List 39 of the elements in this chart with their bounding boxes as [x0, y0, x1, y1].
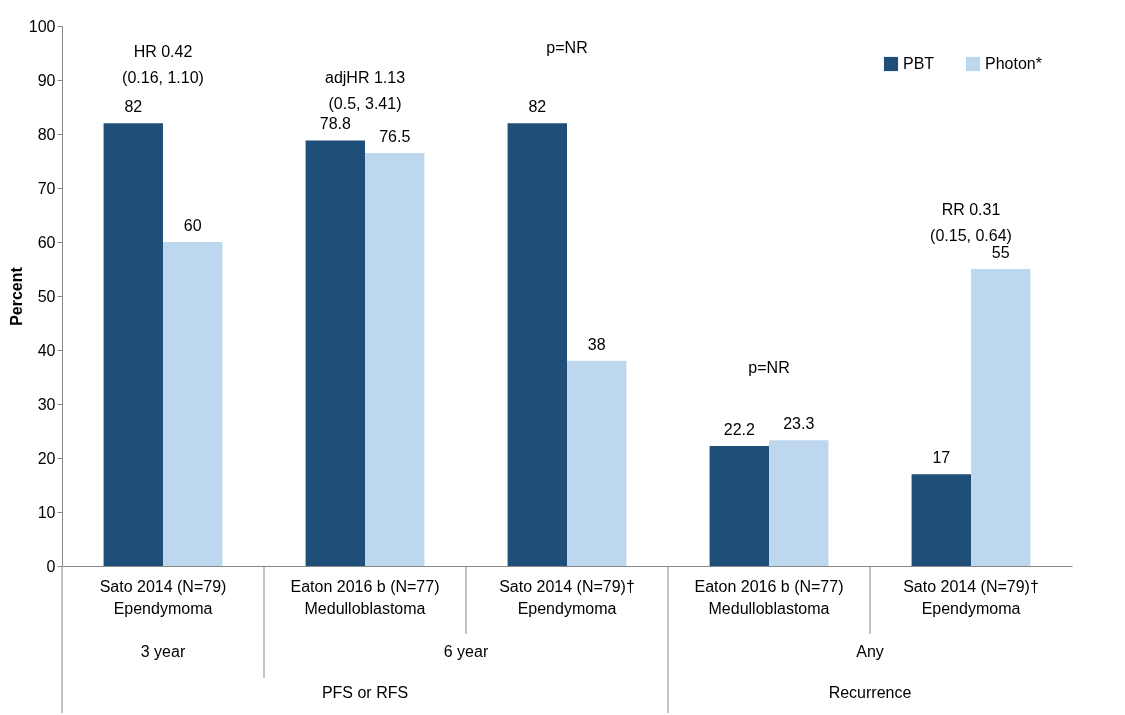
data-label: 82 [124, 98, 143, 116]
x-tick-label: Eaton 2016 b (N=77) Medulloblastoma [290, 577, 440, 617]
data-label: 23.3 [783, 415, 815, 433]
x-tick-label: Sato 2014 (N=79)† Ependymoma [903, 577, 1039, 617]
y-tick-label: 90 [37, 71, 56, 89]
legend-label: Photon* [985, 55, 1042, 72]
y-tick-label: 10 [37, 503, 56, 521]
y-tick-label: 20 [37, 449, 56, 467]
y-tick-label: 60 [37, 233, 56, 251]
data-label: 78.8 [319, 115, 351, 133]
x-tick-label: Eaton 2016 b (N=77) Medulloblastoma [694, 577, 844, 617]
y-tick-label: 70 [37, 179, 56, 197]
y-axis-title: Percent [7, 266, 25, 326]
y-tick-label: 40 [37, 341, 56, 359]
data-label: 22.2 [723, 421, 755, 439]
text: Recurrence [828, 684, 912, 701]
annotation: p=NR [546, 39, 588, 56]
data-label: 76.5 [379, 127, 411, 145]
text: Any [856, 643, 884, 660]
data-label: 82 [528, 98, 547, 116]
data-label: 38 [587, 335, 606, 353]
y-tick-label: 100 [28, 17, 56, 35]
annotation: HR 0.42 (0.16, 1.10) [122, 43, 204, 86]
x-tick-label: Sato 2014 (N=79) Ependymoma [99, 577, 227, 617]
text: 3 year [140, 643, 186, 660]
text: 6 year [443, 643, 489, 660]
text: PFS or RFS [321, 684, 409, 701]
data-label: 60 [183, 217, 202, 234]
x-tick-label: Sato 2014 (N=79)† Ependymoma [499, 577, 635, 617]
annotation: RR 0.31 (0.15, 0.64) [930, 201, 1012, 244]
data-label: 55 [991, 244, 1010, 261]
y-tick-label: 30 [37, 395, 56, 413]
annotation: p=NR [748, 359, 790, 376]
y-tick-label: 80 [37, 125, 56, 143]
legend-label: PBT [903, 55, 935, 72]
y-tick-label: 0 [46, 557, 56, 575]
data-label: 17 [932, 449, 951, 467]
annotation: adjHR 1.13 (0.5, 3.41) [324, 69, 406, 112]
y-tick-label: 50 [37, 287, 56, 305]
